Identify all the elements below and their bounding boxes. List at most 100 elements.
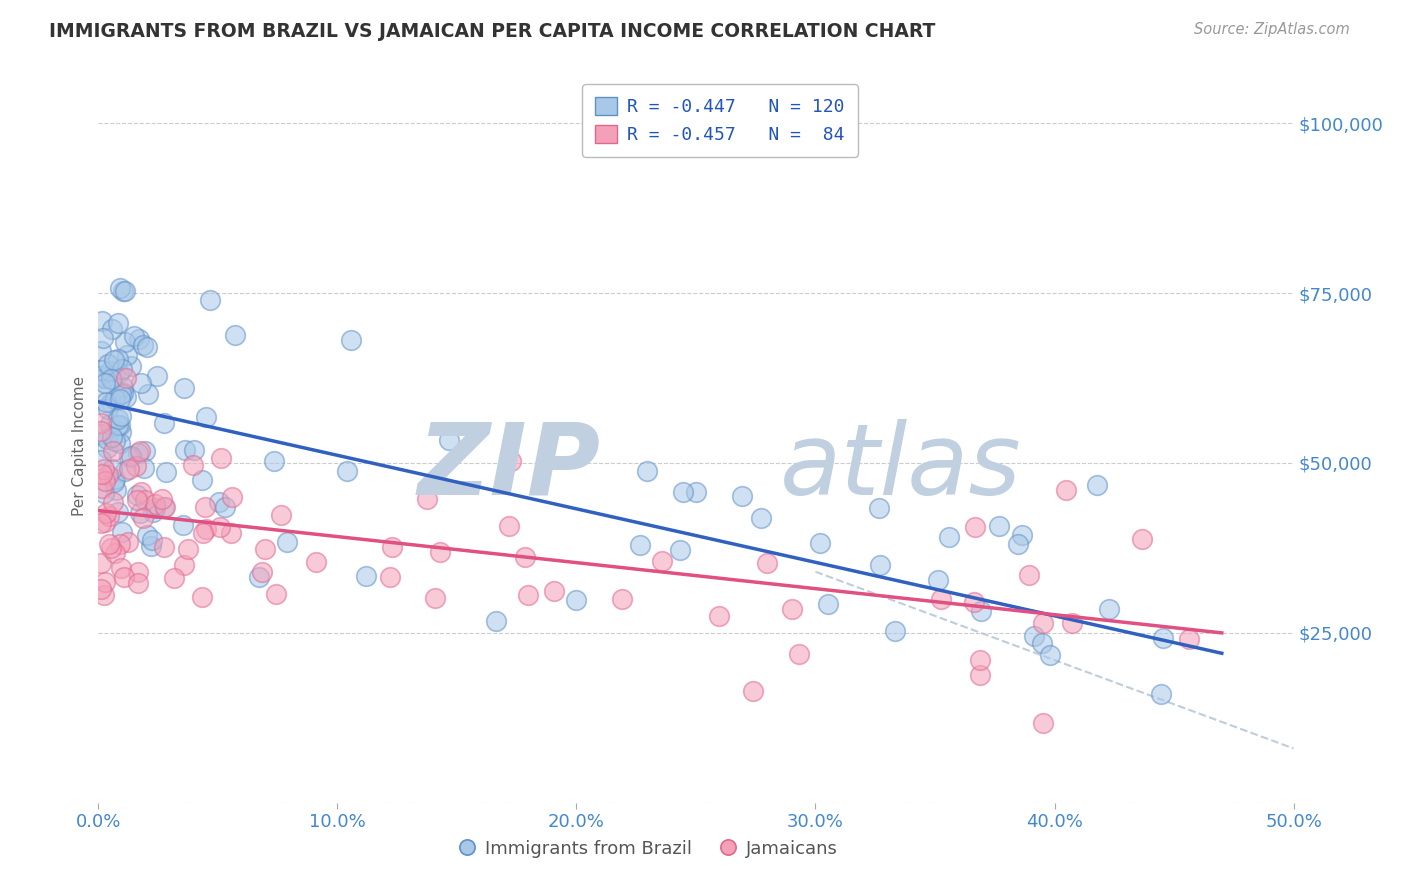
Point bbox=[194, 409, 217, 424]
Point bbox=[963, 595, 986, 609]
Point bbox=[90, 417, 112, 431]
Point bbox=[1018, 568, 1040, 582]
Point bbox=[264, 587, 287, 601]
Point bbox=[354, 569, 377, 583]
Point bbox=[970, 604, 993, 618]
Point bbox=[1054, 483, 1077, 498]
Point bbox=[183, 442, 205, 457]
Point bbox=[270, 508, 292, 522]
Point bbox=[1085, 478, 1108, 492]
Point bbox=[110, 561, 132, 575]
Point bbox=[1150, 688, 1173, 702]
Point bbox=[636, 464, 658, 478]
Point bbox=[153, 416, 176, 430]
Point bbox=[115, 348, 138, 362]
Point bbox=[117, 535, 139, 549]
Point bbox=[90, 368, 112, 383]
Point bbox=[207, 494, 229, 508]
Point bbox=[110, 387, 132, 401]
Point bbox=[97, 357, 120, 371]
Point bbox=[125, 458, 148, 473]
Point bbox=[808, 536, 831, 550]
Point bbox=[124, 328, 146, 343]
Point bbox=[1039, 648, 1062, 662]
Point bbox=[94, 515, 117, 529]
Point bbox=[869, 558, 891, 572]
Point bbox=[100, 371, 122, 385]
Point bbox=[94, 474, 117, 488]
Point bbox=[173, 443, 195, 458]
Point bbox=[129, 444, 152, 458]
Point bbox=[98, 364, 121, 378]
Point bbox=[112, 284, 135, 298]
Point bbox=[672, 485, 695, 500]
Point bbox=[96, 432, 118, 446]
Point bbox=[96, 441, 118, 455]
Point bbox=[969, 653, 991, 667]
Point bbox=[194, 500, 217, 515]
Point bbox=[423, 591, 446, 605]
Point bbox=[90, 383, 112, 397]
Point bbox=[1011, 528, 1033, 542]
Point bbox=[128, 332, 150, 346]
Point bbox=[173, 381, 195, 395]
Point bbox=[498, 518, 520, 533]
Point bbox=[543, 583, 565, 598]
Point bbox=[132, 511, 155, 525]
Point bbox=[132, 338, 155, 352]
Point bbox=[100, 541, 122, 556]
Point bbox=[610, 591, 633, 606]
Point bbox=[97, 402, 120, 417]
Point bbox=[112, 380, 135, 394]
Point bbox=[868, 500, 890, 515]
Point bbox=[90, 363, 112, 377]
Point bbox=[135, 527, 157, 541]
Point bbox=[129, 376, 152, 391]
Point bbox=[263, 454, 285, 468]
Point bbox=[1130, 533, 1153, 547]
Point bbox=[817, 597, 839, 611]
Text: Source: ZipAtlas.com: Source: ZipAtlas.com bbox=[1194, 22, 1350, 37]
Point bbox=[108, 537, 131, 551]
Point bbox=[108, 392, 131, 406]
Point bbox=[429, 544, 451, 558]
Point bbox=[1098, 602, 1121, 616]
Point bbox=[93, 331, 115, 345]
Point bbox=[90, 313, 112, 327]
Point bbox=[884, 624, 907, 639]
Point bbox=[1032, 616, 1054, 631]
Point bbox=[253, 541, 276, 556]
Point bbox=[100, 461, 122, 475]
Point bbox=[100, 322, 122, 336]
Point bbox=[108, 367, 131, 381]
Point bbox=[1022, 629, 1045, 643]
Point bbox=[104, 472, 127, 486]
Point bbox=[742, 684, 765, 698]
Point bbox=[146, 369, 169, 384]
Point bbox=[101, 494, 124, 508]
Point bbox=[114, 285, 136, 299]
Point bbox=[191, 473, 214, 487]
Point bbox=[501, 454, 523, 468]
Text: atlas: atlas bbox=[779, 419, 1021, 516]
Point bbox=[111, 524, 134, 539]
Point bbox=[128, 506, 150, 520]
Point bbox=[565, 593, 588, 607]
Point bbox=[214, 500, 236, 515]
Point bbox=[115, 370, 138, 384]
Point bbox=[782, 602, 804, 616]
Point bbox=[484, 614, 506, 628]
Point bbox=[173, 558, 195, 573]
Point bbox=[142, 505, 165, 519]
Point bbox=[221, 490, 243, 504]
Point bbox=[120, 359, 142, 373]
Point bbox=[90, 453, 112, 467]
Point bbox=[340, 333, 363, 347]
Point bbox=[224, 328, 246, 343]
Point bbox=[107, 505, 129, 519]
Point bbox=[193, 526, 215, 541]
Point bbox=[97, 468, 120, 483]
Point bbox=[90, 516, 112, 531]
Point bbox=[90, 343, 112, 358]
Point bbox=[104, 434, 127, 448]
